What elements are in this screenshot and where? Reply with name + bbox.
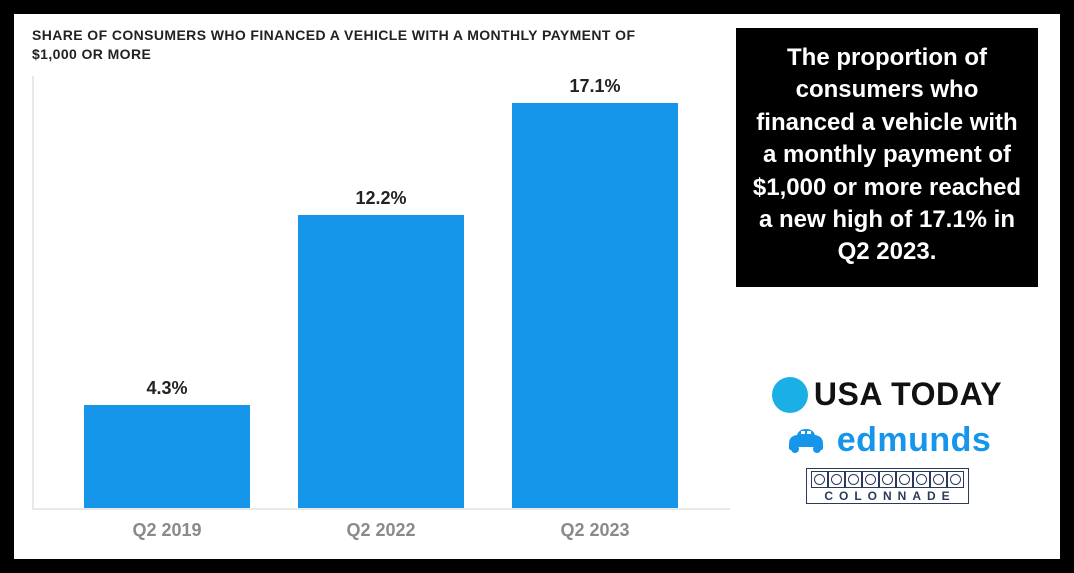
x-axis-labels: Q2 2019 Q2 2022 Q2 2023 xyxy=(32,514,730,546)
x-label-2: Q2 2023 xyxy=(488,514,702,546)
chart-plot-area: 4.3% 12.2% 17.1% xyxy=(32,76,730,510)
source-logos: USA TODAY edmunds COLONNADE xyxy=(736,376,1038,504)
bar-column-0: 4.3% xyxy=(60,76,274,508)
callout-box: The proportion of consumers who financed… xyxy=(736,28,1038,287)
bar-1 xyxy=(298,215,465,508)
bar-column-2: 17.1% xyxy=(488,76,702,508)
usatoday-wordmark: USA TODAY xyxy=(814,376,1002,413)
x-label-1: Q2 2022 xyxy=(274,514,488,546)
colonnade-squares-icon xyxy=(811,471,964,488)
edmunds-wordmark: edmunds xyxy=(837,421,992,460)
logo-usatoday: USA TODAY xyxy=(772,376,1002,413)
car-icon xyxy=(783,426,829,456)
infographic-canvas: SHARE OF CONSUMERS WHO FINANCED A VEHICL… xyxy=(14,14,1060,559)
bar-value-label-1: 12.2% xyxy=(355,188,406,209)
bar-0 xyxy=(84,405,251,508)
colonnade-wordmark: COLONNADE xyxy=(818,489,955,503)
chart-region: SHARE OF CONSUMERS WHO FINANCED A VEHICL… xyxy=(32,26,730,546)
bar-2 xyxy=(512,103,679,508)
bar-value-label-2: 17.1% xyxy=(569,76,620,97)
chart-title: SHARE OF CONSUMERS WHO FINANCED A VEHICL… xyxy=(32,26,672,64)
x-label-0: Q2 2019 xyxy=(60,514,274,546)
bar-value-label-0: 4.3% xyxy=(146,378,187,399)
logo-edmunds: edmunds xyxy=(783,421,992,460)
usatoday-circle-icon xyxy=(772,377,808,413)
chart-bars: 4.3% 12.2% 17.1% xyxy=(32,76,730,508)
logo-colonnade: COLONNADE xyxy=(806,468,969,504)
bar-column-1: 12.2% xyxy=(274,76,488,508)
